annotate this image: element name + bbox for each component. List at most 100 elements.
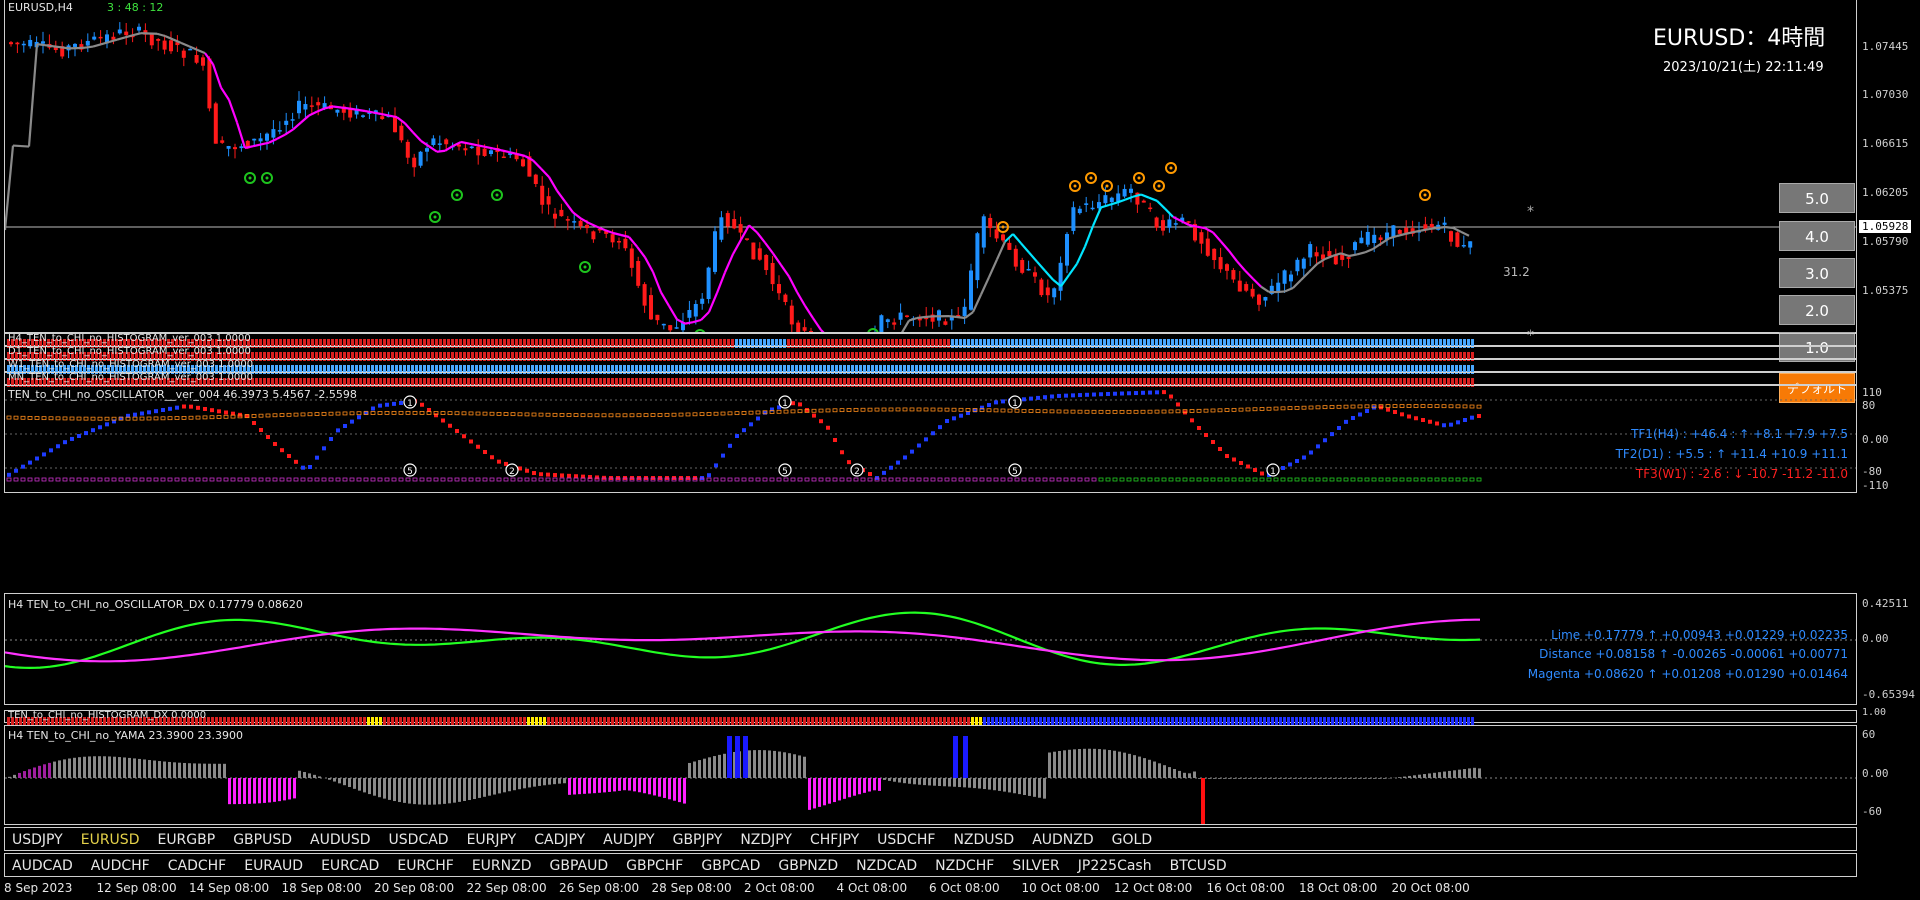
histogram-bar xyxy=(187,339,190,348)
histogram-bar xyxy=(375,339,378,348)
symbol-button-silver[interactable]: SILVER xyxy=(1012,858,1060,874)
histogram-bar xyxy=(291,352,294,361)
moving-average-segment xyxy=(980,276,990,296)
histogram-bar xyxy=(1223,339,1226,348)
histogram-bar xyxy=(267,339,270,348)
symbol-button-nzdjpy[interactable]: NZDJPY xyxy=(740,832,792,848)
multiplier-5-button[interactable]: 5.0 xyxy=(1779,183,1855,213)
histogram-bar xyxy=(79,352,82,361)
moving-average-segment xyxy=(60,46,70,50)
histogram-bar xyxy=(867,352,870,361)
main-chart-pane[interactable]: EURUSD,H4 3 : 48 : 12 EURUSD：4時間 2023/10… xyxy=(4,0,1857,403)
symbol-button-jp225cash[interactable]: JP225Cash xyxy=(1077,858,1152,874)
symbol-button-nzdusd[interactable]: NZDUSD xyxy=(953,832,1015,848)
symbol-button-euraud[interactable]: EURAUD xyxy=(244,858,304,874)
histogram-bar xyxy=(451,378,454,387)
symbol-button-gbpcad[interactable]: GBPCAD xyxy=(701,858,761,874)
yama-bar xyxy=(1223,778,1226,779)
symbol-button-usdcad[interactable]: USDCAD xyxy=(388,832,449,848)
multiplier-2-button[interactable]: 2.0 xyxy=(1779,295,1855,325)
histogram-bar xyxy=(787,339,790,348)
symbol-button-eurcad[interactable]: EURCAD xyxy=(321,858,380,874)
symbol-button-cadjpy[interactable]: CADJPY xyxy=(534,832,586,848)
moving-average-segment xyxy=(324,105,334,110)
histogram-bar xyxy=(1299,339,1302,348)
multiplier-1-button[interactable]: 1.0 xyxy=(1779,332,1855,362)
symbol-button-gbpnzd[interactable]: GBPNZD xyxy=(778,858,839,874)
histogram-bar xyxy=(71,378,74,387)
tf3-point xyxy=(426,477,432,482)
histogram-bar xyxy=(719,378,722,387)
histogram-bar xyxy=(243,352,246,361)
moving-average-segment xyxy=(284,128,294,136)
moving-average-segment xyxy=(340,106,350,110)
symbol-button-eurnzd[interactable]: EURNZD xyxy=(471,858,532,874)
histogram-bar xyxy=(1123,365,1126,374)
candle-body xyxy=(1033,272,1037,277)
histogram-dx-bar xyxy=(851,717,854,725)
symbol-button-audjpy[interactable]: AUDJPY xyxy=(603,832,655,848)
histogram-dx-bar xyxy=(619,717,622,725)
histogram-bar xyxy=(15,352,18,361)
candlestick-chart[interactable] xyxy=(5,0,1856,332)
symbol-button-eurchf[interactable]: EURCHF xyxy=(397,858,454,874)
histogram-bar xyxy=(631,352,634,361)
symbol-button-usdchf[interactable]: USDCHF xyxy=(877,832,936,848)
symbol-button-cadchf[interactable]: CADCHF xyxy=(167,858,227,874)
symbol-button-gold[interactable]: GOLD xyxy=(1111,832,1153,848)
histogram-bar xyxy=(327,339,330,348)
candle-body xyxy=(252,138,257,141)
dx-oscillator-pane[interactable]: H4 TEN_to_CHI_no_OSCILLATOR_DX 0.17779 0… xyxy=(4,593,1857,705)
symbol-button-audusd[interactable]: AUDUSD xyxy=(310,832,371,848)
symbol-button-eurgbp[interactable]: EURGBP xyxy=(157,832,216,848)
histogram-bar xyxy=(499,378,502,387)
histogram-bar xyxy=(303,339,306,348)
symbol-button-usdjpy[interactable]: USDJPY xyxy=(12,832,63,848)
symbol-button-audcad[interactable]: AUDCAD xyxy=(12,858,73,874)
symbol-button-audnzd[interactable]: AUDNZD xyxy=(1032,832,1094,848)
yama-bar xyxy=(343,778,346,786)
tf2-point xyxy=(300,412,306,417)
histogram-bar xyxy=(595,339,598,348)
histogram-bar xyxy=(47,365,50,374)
symbol-button-btcusd[interactable]: BTCUSD xyxy=(1169,858,1227,874)
histogram-bar xyxy=(7,365,10,374)
histogram-bar xyxy=(879,378,882,387)
histogram-dx-bar xyxy=(1471,717,1474,725)
moving-average-segment xyxy=(444,145,454,152)
histogram-bar xyxy=(1155,352,1158,361)
symbol-button-nzdcad[interactable]: NZDCAD xyxy=(856,858,918,874)
multiplier-3-button[interactable]: 3.0 xyxy=(1779,258,1855,288)
moving-average-segment xyxy=(812,317,822,331)
tf2-point xyxy=(251,414,257,418)
histogram-dx-bar xyxy=(719,717,722,725)
symbol-button-gbpaud[interactable]: GBPAUD xyxy=(549,858,609,874)
symbol-button-nzdchf[interactable]: NZDCHF xyxy=(935,858,995,874)
osc-point xyxy=(1295,459,1299,463)
yama-pane[interactable]: H4 TEN_to_CHI_no_YAMA 23.3900 23.3900 xyxy=(4,725,1857,825)
symbol-button-eurjpy[interactable]: EURJPY xyxy=(466,832,517,848)
tf2-point xyxy=(510,412,516,417)
histogram-bar xyxy=(103,378,106,387)
histogram-bar xyxy=(1043,378,1046,387)
multiplier-4-button[interactable]: 4.0 xyxy=(1779,221,1855,251)
histogram-dx-bar xyxy=(407,717,410,725)
histogram-bar xyxy=(1043,339,1046,348)
histogram-bar xyxy=(1059,378,1062,387)
symbol-button-gbpusd[interactable]: GBPUSD xyxy=(233,832,292,848)
yama-bar xyxy=(443,778,446,804)
histogram-bar xyxy=(399,352,402,361)
symbol-button-audchf[interactable]: AUDCHF xyxy=(90,858,150,874)
symbol-button-chfjpy[interactable]: CHFJPY xyxy=(809,832,860,848)
symbol-button-gbpchf[interactable]: GBPCHF xyxy=(626,858,684,874)
histogram-bar xyxy=(691,352,694,361)
tf2-point xyxy=(1329,405,1335,409)
histogram-bar xyxy=(51,339,54,348)
histogram-bar xyxy=(111,352,114,361)
tf3-point xyxy=(1042,477,1048,482)
symbol-button-gbpjpy[interactable]: GBPJPY xyxy=(672,832,723,848)
candle-body xyxy=(117,29,122,34)
symbol-button-eurusd[interactable]: EURUSD xyxy=(80,832,140,848)
histogram-bar xyxy=(815,378,818,387)
